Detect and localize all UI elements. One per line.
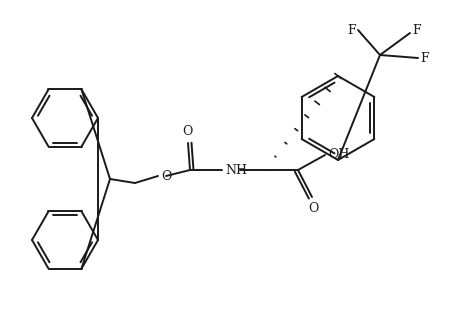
Text: F: F [412,24,421,38]
Text: F: F [347,24,356,37]
Text: F: F [420,51,429,64]
Text: O: O [182,125,192,138]
Text: NH: NH [225,163,247,176]
Text: OH: OH [328,148,349,161]
Text: O: O [161,170,171,183]
Text: O: O [308,202,318,215]
